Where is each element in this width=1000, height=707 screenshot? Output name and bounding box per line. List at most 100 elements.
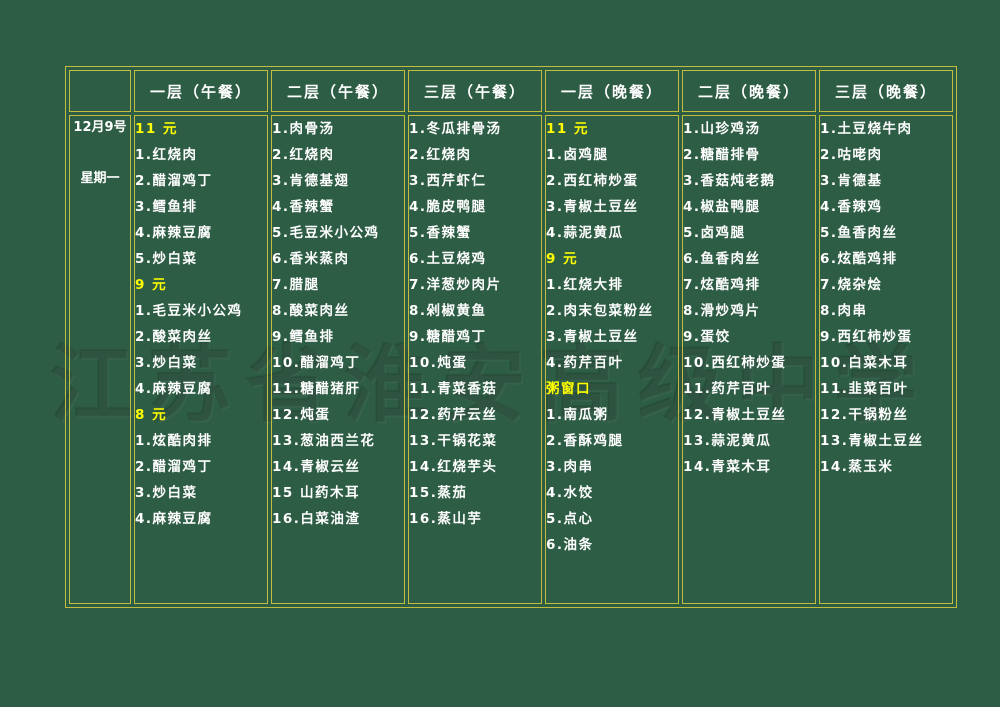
menu-item: 4.麻辣豆腐 [135, 381, 213, 397]
corner-cell [69, 70, 131, 112]
menu-item: 2.香酥鸡腿 [546, 433, 624, 449]
menu-item: 10.白菜木耳 [820, 355, 909, 371]
menu-item: 2.红烧肉 [409, 147, 472, 163]
menu-item: 9.鳕鱼排 [272, 329, 335, 345]
menu-item: 7.腊腿 [272, 277, 320, 293]
menu-item: 1.红烧大排 [546, 277, 624, 293]
menu-item: 15.蒸茄 [409, 485, 468, 501]
menu-item: 5.点心 [546, 511, 594, 527]
price-label: 粥窗口 [546, 381, 591, 397]
menu-item: 5.香辣蟹 [409, 225, 472, 241]
menu-item: 8.剁椒黄鱼 [409, 303, 487, 319]
header-floor1-lunch: 一层（午餐） [134, 70, 268, 112]
menu-item: 13.干锅花菜 [409, 433, 498, 449]
menu-item: 11.糖醋猪肝 [272, 381, 361, 397]
menu-item: 5.炒白菜 [135, 251, 198, 267]
menu-column-floor1-dinner: 11 元 1.卤鸡腿 2.西红柿炒蛋 3.青椒土豆丝 4.蒜泥黄瓜 9 元 1.红烧大排 2.… [545, 115, 679, 604]
menu-item: 4.椒盐鸭腿 [683, 199, 761, 215]
menu-column-floor3-dinner: 1.土豆烧牛肉 2.咕咾肉 3.肯德基 4.香辣鸡 5.鱼香肉丝 6.炫酷鸡排 7.烧杂烩 8… [819, 115, 953, 604]
menu-item: 2.西红柿炒蛋 [546, 173, 639, 189]
menu-item: 1.冬瓜排骨汤 [409, 121, 502, 137]
menu-item: 3.炒白菜 [135, 355, 198, 371]
menu-item: 1.肉骨汤 [272, 121, 335, 137]
menu-item: 11.韭菜百叶 [820, 381, 909, 397]
menu-item: 2.咕咾肉 [820, 147, 883, 163]
header-floor3-dinner: 三层（晚餐） [819, 70, 953, 112]
menu-column-floor3-lunch: 1.冬瓜排骨汤 2.红烧肉 3.西芹虾仁 4.脆皮鸭腿 5.香辣蟹 6.土豆烧鸡 7.洋葱炒… [408, 115, 542, 604]
header-floor1-dinner: 一层（晚餐） [545, 70, 679, 112]
menu-item: 15 山药木耳 [272, 485, 360, 501]
menu-item: 3.炒白菜 [135, 485, 198, 501]
menu-item: 11.青菜香菇 [409, 381, 498, 397]
menu-item: 14.青椒云丝 [272, 459, 361, 475]
menu-column-floor1-lunch: 11 元 1.红烧肉 2.醋溜鸡丁 3.鳕鱼排 4.麻辣豆腐 5.炒白菜 9 元 1.毛豆米小… [134, 115, 268, 604]
menu-item: 3.香菇炖老鹅 [683, 173, 776, 189]
menu-item: 6.油条 [546, 537, 594, 553]
menu-item: 4.香辣鸡 [820, 199, 883, 215]
menu-table: 一层（午餐） 二层（午餐） 三层（午餐） 一层（晚餐） 二层（晚餐） 三层（晚餐… [65, 66, 957, 608]
menu-item: 2.酸菜肉丝 [135, 329, 213, 345]
menu-item: 14.蒸玉米 [820, 459, 894, 475]
menu-item: 2.糖醋排骨 [683, 147, 761, 163]
price-label: 9 元 [135, 277, 168, 293]
body-row: 12月9号 星期一 11 元 1.红烧肉 2.醋溜鸡丁 3.鳕鱼排 4.麻辣豆腐 5.炒白… [69, 115, 953, 604]
menu-item: 3.青椒土豆丝 [546, 199, 639, 215]
menu-item: 4.药芹百叶 [546, 355, 624, 371]
menu-item: 4.麻辣豆腐 [135, 511, 213, 527]
menu-item: 6.炫酷鸡排 [820, 251, 898, 267]
menu-item: 1.土豆烧牛肉 [820, 121, 913, 137]
menu-item: 13.青椒土豆丝 [820, 433, 924, 449]
menu-item: 10.西红柿炒蛋 [683, 355, 787, 371]
menu-item: 3.鳕鱼排 [135, 199, 198, 215]
menu-item: 10.炖蛋 [409, 355, 468, 371]
menu-column-floor2-lunch: 1.肉骨汤 2.红烧肉 3.肯德基翅 4.香辣蟹 5.毛豆米小公鸡 6.香米蒸肉 7.腊腿 8… [271, 115, 405, 604]
menu-item: 7.烧杂烩 [820, 277, 883, 293]
menu-item: 2.醋溜鸡丁 [135, 173, 213, 189]
menu-item: 13.葱油西兰花 [272, 433, 376, 449]
menu-item: 4.香辣蟹 [272, 199, 335, 215]
menu-item: 3.肯德基 [820, 173, 883, 189]
header-floor2-dinner: 二层（晚餐） [682, 70, 816, 112]
menu-item: 2.红烧肉 [272, 147, 335, 163]
date-cell: 12月9号 星期一 [69, 115, 131, 604]
menu-item: 3.西芹虾仁 [409, 173, 487, 189]
menu-item: 6.土豆烧鸡 [409, 251, 487, 267]
menu-item: 11.药芹百叶 [683, 381, 772, 397]
price-label: 11 元 [135, 121, 178, 137]
menu-item: 12.炖蛋 [272, 407, 331, 423]
menu-item: 9.蛋饺 [683, 329, 731, 345]
menu-item: 1.红烧肉 [135, 147, 198, 163]
header-floor3-lunch: 三层（午餐） [408, 70, 542, 112]
header-row: 一层（午餐） 二层（午餐） 三层（午餐） 一层（晚餐） 二层（晚餐） 三层（晚餐… [69, 70, 953, 112]
menu-item: 12.青椒土豆丝 [683, 407, 787, 423]
menu-item: 8.滑炒鸡片 [683, 303, 761, 319]
price-label: 9 元 [546, 251, 579, 267]
menu-item: 3.肉串 [546, 459, 594, 475]
weekday-label: 星期一 [80, 171, 120, 186]
menu-item: 2.醋溜鸡丁 [135, 459, 213, 475]
price-label: 11 元 [546, 121, 589, 137]
menu-item: 4.水饺 [546, 485, 594, 501]
menu-item: 6.鱼香肉丝 [683, 251, 761, 267]
menu-item: 13.蒜泥黄瓜 [683, 433, 772, 449]
menu-item: 1.卤鸡腿 [546, 147, 609, 163]
menu-item: 8.肉串 [820, 303, 868, 319]
menu-item: 14.青菜木耳 [683, 459, 772, 475]
menu-item: 14.红烧芋头 [409, 459, 498, 475]
menu-item: 3.青椒土豆丝 [546, 329, 639, 345]
menu-item: 9.西红柿炒蛋 [820, 329, 913, 345]
menu-item: 8.酸菜肉丝 [272, 303, 350, 319]
menu-item: 3.肯德基翅 [272, 173, 350, 189]
menu-item: 16.白菜油渣 [272, 511, 361, 527]
menu-item: 6.香米蒸肉 [272, 251, 350, 267]
menu-item: 5.卤鸡腿 [683, 225, 746, 241]
menu-item: 2.肉末包菜粉丝 [546, 303, 654, 319]
menu-item: 5.毛豆米小公鸡 [272, 225, 380, 241]
menu-item: 12.药芹云丝 [409, 407, 498, 423]
menu-item: 1.南瓜粥 [546, 407, 609, 423]
menu-column-floor2-dinner: 1.山珍鸡汤 2.糖醋排骨 3.香菇炖老鹅 4.椒盐鸭腿 5.卤鸡腿 6.鱼香肉丝 7.炫酷… [682, 115, 816, 604]
menu-item: 9.糖醋鸡丁 [409, 329, 487, 345]
menu-item: 12.干锅粉丝 [820, 407, 909, 423]
menu-item: 4.麻辣豆腐 [135, 225, 213, 241]
